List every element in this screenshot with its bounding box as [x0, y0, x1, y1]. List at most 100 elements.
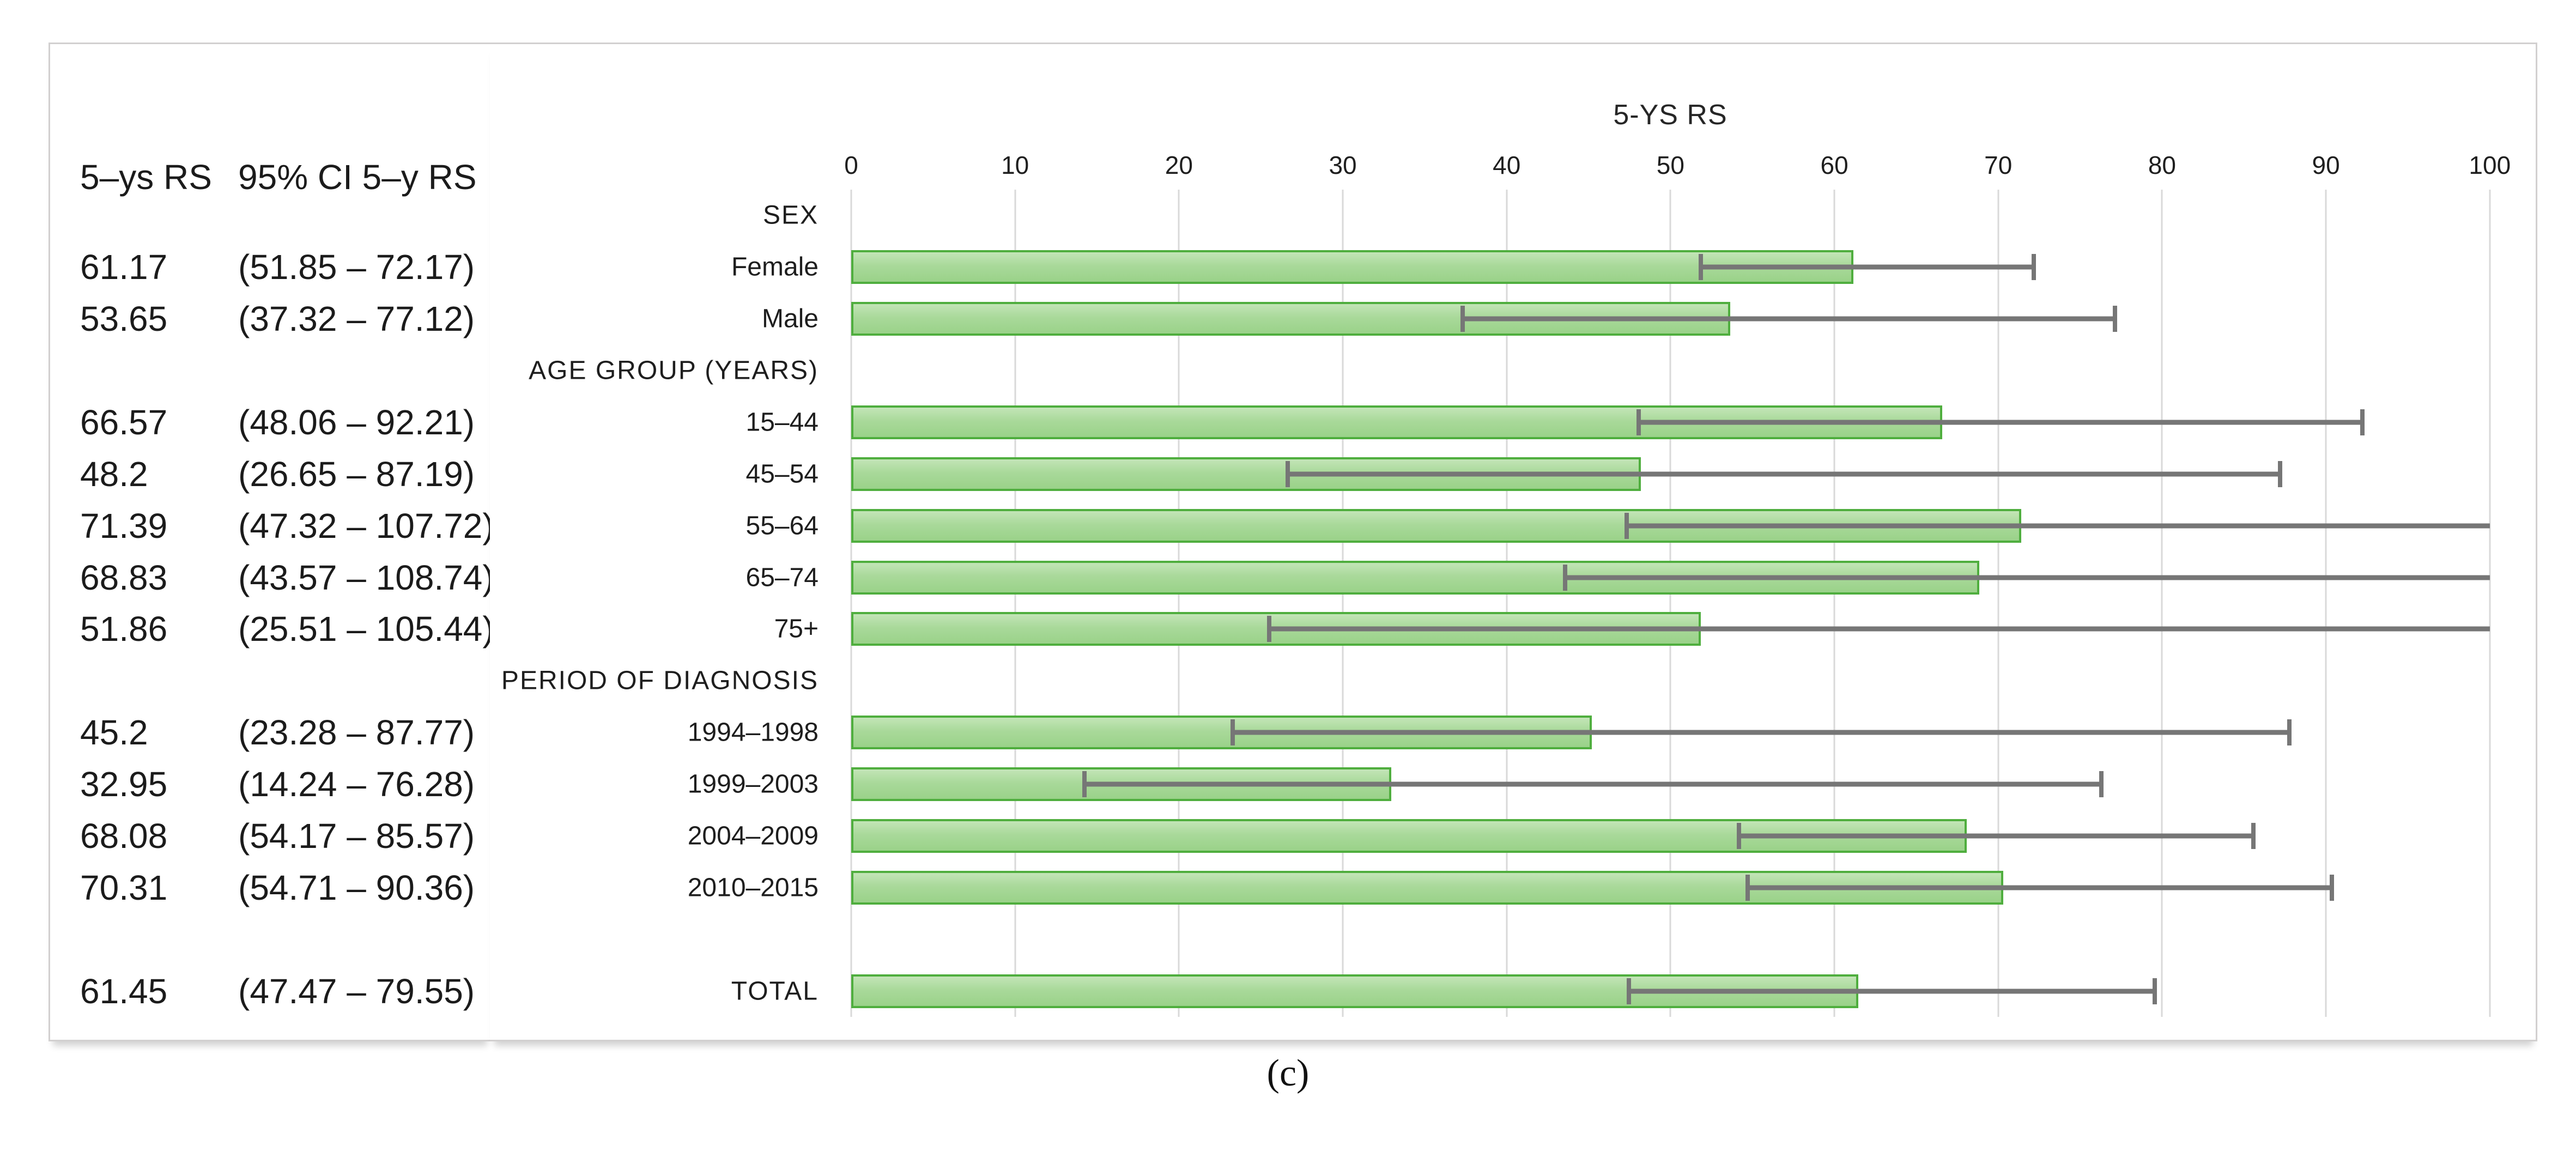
- error-bar-line: [1084, 781, 2101, 787]
- error-bar-cap-high: [2277, 460, 2282, 487]
- error-bar-line: [1639, 420, 2362, 425]
- table-cell-ci: (25.51 – 105.44): [238, 609, 494, 649]
- table-row: 45.2 (23.28 – 87.77): [50, 707, 490, 759]
- error-bar-line: [1629, 989, 2155, 994]
- table-cell-rs: 32.95: [80, 765, 168, 804]
- table-cell-rs: 68.08: [80, 816, 168, 856]
- chart-title: 5-YS RS: [1613, 99, 1728, 131]
- table-row: 48.2 (26.65 – 87.19): [50, 448, 490, 500]
- figure-caption: (c): [1266, 1052, 1310, 1094]
- bar-row: 1999–2003: [688, 759, 2536, 810]
- table-cell-ci: (43.57 – 108.74): [238, 557, 494, 597]
- category-header-row: PERIOD OF DIAGNOSIS: [501, 655, 2536, 707]
- bar: [851, 250, 1854, 284]
- bar-row-label: 15–44: [745, 408, 819, 437]
- table-cell-rs: 68.83: [80, 557, 168, 597]
- table-cell-rs: 51.86: [80, 609, 168, 649]
- x-tick-label-90: 90: [2312, 151, 2340, 179]
- table-row: [50, 913, 490, 965]
- error-bar-cap-low: [1460, 306, 1465, 332]
- error-bar-line: [1232, 730, 2290, 735]
- error-bar-cap-high: [2251, 822, 2256, 849]
- table-row: [50, 190, 490, 241]
- category-header-row: AGE GROUP (YEARS): [529, 345, 2536, 397]
- table-cell-ci: (51.85 – 72.17): [238, 247, 475, 287]
- bar-row: 45–54: [746, 448, 2536, 500]
- error-bar-cap-low: [1082, 771, 1087, 798]
- table-cell-ci: (47.47 – 79.55): [238, 971, 475, 1011]
- bar-row-label: 2004–2009: [687, 821, 819, 851]
- table-cell-ci: (54.17 – 85.57): [238, 816, 475, 856]
- category-header-label: SEX: [762, 201, 819, 230]
- error-bar-line: [1701, 264, 2034, 270]
- table-row: 61.45 (47.47 – 79.55): [50, 965, 490, 1017]
- error-bar-cap-high: [2329, 874, 2334, 901]
- bar-row-label: TOTAL: [731, 977, 819, 1006]
- bar-row-label: 75+: [774, 614, 819, 644]
- error-bar-line: [1626, 523, 2490, 529]
- x-tick-label-0: 0: [844, 151, 858, 179]
- table-row: 32.95 (14.24 – 76.28): [50, 759, 490, 810]
- table-cell-ci: (37.32 – 77.12): [238, 299, 475, 339]
- error-bar-cap-high: [2287, 719, 2292, 746]
- gridline-30: [1342, 190, 1344, 1017]
- table-cell-rs: 66.57: [80, 402, 168, 442]
- gridline-80: [2161, 190, 2163, 1017]
- error-bar-cap-low: [1745, 874, 1750, 901]
- error-bar-cap-high: [2360, 409, 2365, 435]
- x-tick-label-20: 20: [1165, 151, 1193, 179]
- bar-row: 2010–2015: [688, 862, 2536, 913]
- category-header-label: PERIOD OF DIAGNOSIS: [501, 666, 819, 695]
- chart-rows: SEX Female Male AGE GROUP (YEARS) 15–44 45–54…: [501, 190, 2536, 1017]
- table-row: 70.31 (54.71 – 90.36): [50, 862, 490, 913]
- error-bar-line: [1738, 833, 2253, 839]
- bar-row: 65–74: [746, 551, 2536, 603]
- table-cell-ci: (47.32 – 107.72): [238, 506, 494, 545]
- bar: [851, 716, 1592, 750]
- error-bar-cap-low: [1736, 822, 1741, 849]
- x-tick-label-70: 70: [1984, 151, 2013, 179]
- table-cell-ci: (23.28 – 87.77): [238, 713, 475, 753]
- table-row: 66.57 (48.06 – 92.21): [50, 397, 490, 448]
- bar-row: Male: [762, 293, 2536, 345]
- table-cell-rs: 53.65: [80, 299, 168, 339]
- error-bar-cap-low: [1627, 978, 1632, 1004]
- table-cell-ci: (26.65 – 87.19): [238, 454, 475, 494]
- bar-row-label: 55–64: [745, 511, 819, 541]
- x-tick-label-10: 10: [1001, 151, 1029, 179]
- table-row: [50, 655, 490, 707]
- error-bar-cap-low: [1624, 512, 1629, 539]
- error-bar-cap-low: [1286, 460, 1290, 487]
- error-bar-cap-low: [1230, 719, 1235, 746]
- x-axis-labels: 0 10 20 30 40 50 60 70 80 90 100: [844, 149, 2536, 181]
- table-row: 53.65 (37.32 – 77.12): [50, 293, 490, 345]
- bar-row-label: 65–74: [745, 563, 819, 592]
- bar-row-label: 1999–2003: [687, 769, 819, 799]
- gridline-20: [1178, 190, 1180, 1017]
- bar-row: 55–64: [746, 500, 2536, 551]
- bar-row: 1994–1998: [688, 707, 2536, 759]
- table-row: 61.17 (51.85 – 72.17): [50, 241, 490, 293]
- error-bar-line: [1288, 471, 2280, 477]
- table-row: 51.86 (25.51 – 105.44): [50, 603, 494, 655]
- table-row: 68.08 (54.17 – 85.57): [50, 810, 490, 862]
- chart-title-row: 5-YS RS: [490, 99, 2536, 137]
- table-cell-rs: 61.17: [80, 247, 168, 287]
- gridline-60: [1833, 190, 1835, 1017]
- table-cell-rs: 70.31: [80, 868, 168, 907]
- error-bar-cap-low: [1267, 616, 1272, 642]
- x-tick-label-100: 100: [2469, 151, 2511, 179]
- error-bar-cap-high: [2112, 306, 2117, 332]
- bar-row-label: Male: [761, 304, 819, 334]
- table-header-ci: 95% CI 5–y RS: [238, 157, 477, 197]
- table-header-row: 5–ys RS 95% CI 5–y RS: [50, 157, 490, 197]
- gridline-10: [1014, 190, 1016, 1017]
- bar-row: 15–44: [746, 397, 2536, 448]
- bar-row-label: 45–54: [745, 459, 819, 489]
- table-cell-rs: 48.2: [80, 454, 148, 494]
- gridline-100: [2489, 190, 2491, 1017]
- x-tick-label-60: 60: [1820, 151, 1848, 179]
- table-cell-rs: 45.2: [80, 713, 148, 753]
- gridline-50: [1669, 190, 1671, 1017]
- bar-row-label: 2010–2015: [687, 873, 819, 902]
